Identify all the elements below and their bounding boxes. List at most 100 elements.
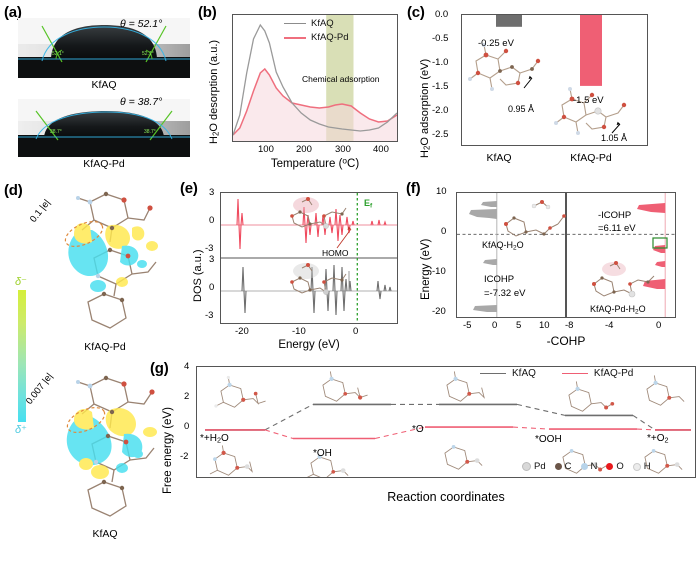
panel-e-ytick-top-neg3: -3 bbox=[205, 243, 214, 254]
panel-g-chart bbox=[205, 371, 691, 477]
panel-c-ytick-4: -2.0 bbox=[432, 105, 449, 116]
panel-g: (g) Free energy (eV) 4 2 0 -2 bbox=[150, 358, 700, 563]
bar-kfaq-pd bbox=[580, 15, 602, 86]
atom-swatch-c bbox=[554, 463, 562, 470]
panel-f: (f) Energy (eV) 10 0 -10 -20 bbox=[404, 178, 700, 363]
panel-g-legend-label-kfaq: KfAQ bbox=[512, 368, 536, 379]
svg-text:38.7°: 38.7° bbox=[50, 129, 62, 135]
panel-b-y-axis-text: H2O desorption (a.u.) bbox=[208, 39, 221, 144]
atom-swatch-n bbox=[580, 463, 588, 470]
panel-c-ytick-2: -1.0 bbox=[432, 57, 449, 68]
chemical-adsorption-annotation: Chemical adsorption bbox=[302, 74, 380, 84]
panel-f-right-xtick-0: 0 bbox=[656, 320, 662, 331]
panel-c-ytick-5: -2.5 bbox=[432, 129, 449, 140]
panel-b-xtick-200: 200 bbox=[296, 144, 312, 155]
fermi-level-label: Ef bbox=[364, 198, 372, 209]
panel-f-left-xtick-0: 0 bbox=[492, 320, 498, 331]
contact-angle-image-kfaq: 52.1° 52.1° bbox=[18, 18, 190, 78]
panel-c-ytick-0: 0.0 bbox=[435, 9, 449, 20]
panel-e-xtick-neg10: -10 bbox=[292, 326, 306, 337]
panel-d-caption-kfaq-pd: KfAQ-Pd bbox=[84, 341, 126, 353]
atom-label-pd: Pd bbox=[534, 461, 546, 472]
panel-b: (b) H2O desorption (a.u.) KfAQ KfAQ-Pd C… bbox=[196, 0, 404, 178]
panel-g-label: (g) bbox=[150, 360, 169, 377]
panel-g-ytick-0: 0 bbox=[184, 421, 190, 432]
panel-a-caption-kfaq-pd: KfAQ-Pd bbox=[83, 158, 125, 170]
atom-label-h: H bbox=[643, 461, 651, 472]
panel-f-ytick-neg10: -10 bbox=[432, 266, 446, 277]
panel-f-right-xtick-neg8: -8 bbox=[565, 320, 574, 331]
panel-b-xtick-300: 300 bbox=[335, 144, 351, 155]
panel-e-plot-frame bbox=[220, 192, 398, 324]
panel-f-ytick-0: 0 bbox=[441, 226, 447, 237]
panel-f-right-icohp-line1: -ICOHP bbox=[598, 210, 632, 221]
distance-label-kfaq-pd: 1.05 Å bbox=[601, 133, 628, 143]
contact-angle-value-kfaq: θ = 52.1° bbox=[120, 18, 163, 30]
atom-legend: Pd C N O H bbox=[522, 461, 651, 472]
panel-f-label: (f) bbox=[406, 180, 421, 197]
panel-f-right-plot-frame bbox=[566, 192, 676, 318]
panel-f-ytick-10: 10 bbox=[436, 186, 447, 197]
panel-d: (d) δ⁻ δ⁺ bbox=[0, 178, 180, 563]
distance-label-kfaq: 0.95 Å bbox=[508, 104, 535, 114]
panel-d-label: (d) bbox=[4, 182, 23, 199]
state-label-o2-text: *+O2 bbox=[647, 433, 669, 445]
panel-b-xtick-100: 100 bbox=[258, 144, 274, 155]
atom-swatch-h bbox=[632, 462, 641, 471]
panel-f-left-icohp-line2: =-7.32 eV bbox=[484, 288, 526, 299]
panel-f-y-axis-title: Energy (eV) bbox=[420, 238, 432, 300]
charge-density-image-kfaq-pd bbox=[34, 186, 176, 334]
atom-swatch-o bbox=[606, 463, 614, 470]
panel-f-left-chart bbox=[457, 193, 565, 317]
panel-f-right-structure-label: KfAQ-Pd-H2O bbox=[590, 304, 646, 315]
panel-c-label: (c) bbox=[407, 4, 425, 21]
panel-g-ytick-4: 4 bbox=[184, 361, 190, 372]
panel-a-label: (a) bbox=[4, 4, 22, 21]
panel-e-chart bbox=[221, 193, 397, 323]
panel-e-x-axis-title: Energy (eV) bbox=[278, 339, 340, 351]
bar-kfaq bbox=[496, 15, 522, 27]
state-label-o2: *+O2 bbox=[647, 433, 669, 445]
panel-c-y-axis-title: H2O adsorption (eV) bbox=[419, 59, 432, 158]
homo-label: HOMO bbox=[322, 248, 349, 258]
atom-label-o: O bbox=[616, 461, 624, 472]
charge-density-image-kfaq bbox=[34, 368, 176, 523]
svg-text:38.7°: 38.7° bbox=[144, 129, 156, 135]
panel-c-category-kfaq: KfAQ bbox=[486, 152, 512, 164]
panel-b-y-axis-title: H2O desorption (a.u.) bbox=[208, 40, 221, 144]
panel-f-right-xtick-neg4: -4 bbox=[605, 320, 614, 331]
panel-f-right-structure-text: KfAQ-Pd-H2O bbox=[590, 304, 646, 316]
panel-e-structure-top bbox=[290, 197, 347, 229]
panel-f-left-structure-label: KfAQ-H2O bbox=[482, 240, 524, 251]
panel-g-legend-label-kfaq-pd: KfAQ-Pd bbox=[593, 368, 634, 379]
panel-c-chart bbox=[468, 15, 627, 135]
panel-e-ytick-bot-3: 3 bbox=[209, 254, 215, 265]
contact-angle-value-kfaq-pd: θ = 38.7° bbox=[120, 96, 163, 108]
panel-f-left-xtick-neg5: -5 bbox=[463, 320, 472, 331]
charge-colorbar bbox=[18, 290, 26, 422]
panel-g-ytick-neg2: -2 bbox=[180, 451, 189, 462]
panel-b-label: (b) bbox=[198, 4, 217, 21]
panel-f-right-icohp-line2: =6.11 eV bbox=[598, 223, 636, 234]
panel-b-plot-frame bbox=[232, 14, 398, 142]
panel-f-structure-kfaq-h2o bbox=[504, 200, 566, 237]
panel-e-label: (e) bbox=[180, 180, 198, 197]
panel-g-y-axis-title: Free energy (eV) bbox=[162, 407, 174, 494]
panel-c-ytick-3: -1.5 bbox=[432, 81, 449, 92]
panel-a: (a) 52.1° 52.1° θ bbox=[0, 0, 195, 178]
bar-value-kfaq-pd: -1.5 eV bbox=[573, 95, 604, 106]
atom-label-n: N bbox=[590, 461, 598, 472]
contact-angle-image-kfaq-pd: 38.7° 38.7° bbox=[18, 99, 190, 157]
state-label-o: *O bbox=[412, 424, 424, 435]
panel-b-chart bbox=[233, 15, 397, 141]
panel-f-left-plot-frame bbox=[456, 192, 566, 318]
panel-g-ytick-2: 2 bbox=[184, 391, 190, 402]
legend-swatch-kfaq-pd bbox=[284, 36, 306, 39]
panel-f-left-structure-text: KfAQ-H2O bbox=[482, 240, 524, 252]
panel-d-caption-kfaq: KfAQ bbox=[92, 528, 118, 540]
colorbar-label-negative: δ⁻ bbox=[15, 276, 27, 288]
state-label-oh: *OH bbox=[313, 448, 332, 459]
state-label-h2o: *+H2O bbox=[200, 433, 229, 445]
panel-f-x-axis-title: -COHP bbox=[546, 334, 586, 348]
panel-b-x-axis-text: Temperature (oC) bbox=[270, 157, 360, 171]
